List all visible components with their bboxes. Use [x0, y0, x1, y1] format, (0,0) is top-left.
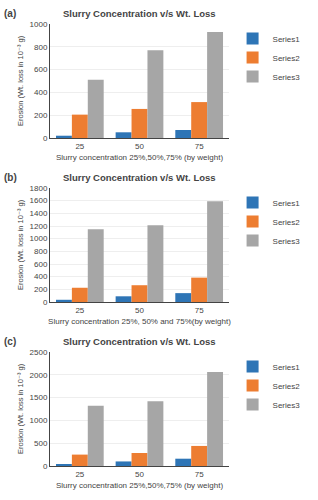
svg-text:Slurry concentration 25%, 50%: Slurry concentration 25%, 50% and 75%(by…: [48, 317, 231, 326]
svg-text:0: 0: [43, 462, 48, 471]
svg-text:600: 600: [34, 260, 48, 269]
svg-text:1600: 1600: [30, 196, 48, 205]
svg-text:50: 50: [135, 306, 144, 315]
svg-text:Slurry concentration 25%,50%,7: Slurry concentration 25%,50%,75% (by wei…: [56, 153, 224, 162]
svg-text:1400: 1400: [30, 209, 48, 218]
svg-text:400: 400: [34, 272, 48, 281]
svg-text:(a): (a): [4, 8, 16, 19]
svg-text:Erosion (Wt. loss in 10⁻³ g): Erosion (Wt. loss in 10⁻³ g): [16, 199, 25, 290]
svg-text:1000: 1000: [30, 20, 48, 29]
svg-text:400: 400: [34, 88, 48, 97]
svg-text:Slurry Concentration v/s Wt. L: Slurry Concentration v/s Wt. Loss: [63, 172, 216, 183]
svg-text:25: 25: [75, 306, 84, 315]
svg-text:Series2: Series2: [273, 218, 301, 227]
svg-text:Series3: Series3: [273, 73, 301, 82]
svg-text:Erosion (Wt. loss in 10⁻³ g): Erosion (Wt. loss in 10⁻³ g): [16, 35, 25, 126]
svg-text:1000: 1000: [30, 234, 48, 243]
svg-text:Erosion (Wt. loss in 10⁻³ g): Erosion (Wt. loss in 10⁻³ g): [16, 363, 25, 454]
svg-text:800: 800: [34, 247, 48, 256]
svg-text:1000: 1000: [30, 416, 48, 425]
svg-text:1500: 1500: [30, 393, 48, 402]
svg-text:75: 75: [195, 142, 204, 151]
svg-text:Series2: Series2: [273, 54, 301, 63]
svg-text:800: 800: [34, 43, 48, 52]
svg-text:Slurry Concentration v/s Wt. L: Slurry Concentration v/s Wt. Loss: [63, 336, 216, 347]
svg-text:500: 500: [34, 439, 48, 448]
svg-text:Series1: Series1: [273, 35, 301, 44]
svg-text:0: 0: [43, 298, 48, 307]
svg-text:75: 75: [195, 470, 204, 479]
svg-text:50: 50: [135, 470, 144, 479]
svg-text:Series1: Series1: [273, 363, 301, 372]
svg-text:600: 600: [34, 65, 48, 74]
svg-text:25: 25: [75, 142, 84, 151]
svg-text:1800: 1800: [30, 184, 48, 193]
svg-text:75: 75: [195, 306, 204, 315]
svg-text:200: 200: [34, 285, 48, 294]
svg-text:2000: 2000: [30, 371, 48, 380]
svg-text:2500: 2500: [30, 348, 48, 357]
svg-text:Series3: Series3: [273, 401, 301, 410]
svg-text:(b): (b): [4, 172, 17, 183]
svg-text:0: 0: [43, 134, 48, 143]
svg-text:50: 50: [135, 142, 144, 151]
svg-text:200: 200: [34, 111, 48, 120]
svg-text:1200: 1200: [30, 222, 48, 231]
svg-text:Series2: Series2: [273, 382, 301, 391]
svg-text:25: 25: [75, 470, 84, 479]
svg-text:Slurry Concentration v/s Wt. L: Slurry Concentration v/s Wt. Loss: [63, 8, 216, 19]
svg-text:Slurry concentration 25%,50%,7: Slurry concentration 25%,50%,75% (by wei…: [56, 481, 224, 490]
svg-text:(c): (c): [4, 336, 16, 347]
svg-text:Series1: Series1: [273, 199, 301, 208]
svg-text:Series3: Series3: [273, 237, 301, 246]
